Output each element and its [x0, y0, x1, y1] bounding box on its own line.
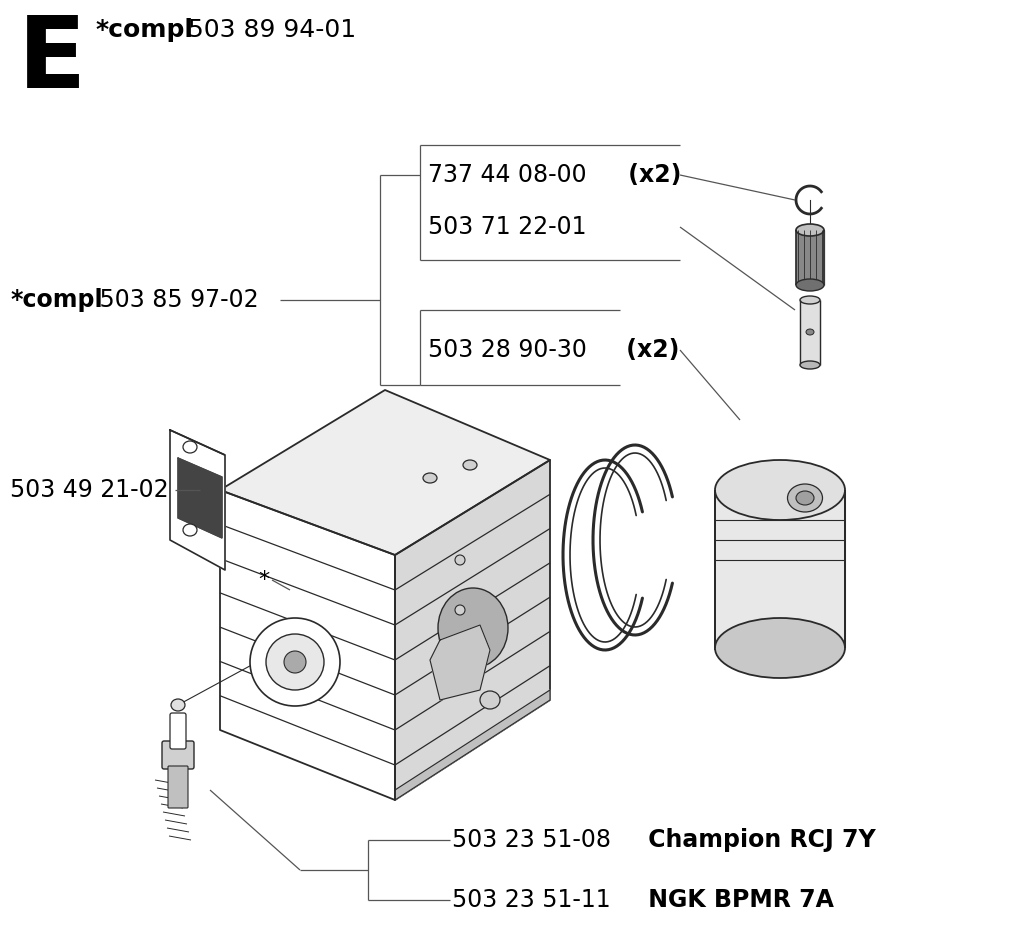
- Polygon shape: [170, 430, 225, 570]
- Text: 503 71 22-01: 503 71 22-01: [428, 215, 587, 239]
- Ellipse shape: [250, 618, 340, 706]
- Ellipse shape: [715, 618, 845, 678]
- Text: 503 23 51-08: 503 23 51-08: [452, 828, 611, 852]
- Ellipse shape: [438, 588, 508, 668]
- Ellipse shape: [715, 460, 845, 520]
- Ellipse shape: [787, 484, 822, 512]
- Text: 503 23 51-11: 503 23 51-11: [452, 888, 610, 912]
- Ellipse shape: [796, 224, 824, 236]
- Ellipse shape: [284, 651, 306, 673]
- FancyBboxPatch shape: [170, 713, 186, 749]
- Ellipse shape: [183, 441, 197, 453]
- Text: 737 44 08-00: 737 44 08-00: [428, 163, 587, 187]
- Text: *: *: [258, 570, 269, 590]
- Polygon shape: [800, 300, 820, 365]
- Text: 503 49 21-02: 503 49 21-02: [10, 478, 169, 502]
- Polygon shape: [220, 390, 550, 555]
- Ellipse shape: [796, 279, 824, 291]
- Text: 503 89 94-01: 503 89 94-01: [180, 18, 356, 42]
- Ellipse shape: [800, 296, 820, 304]
- Ellipse shape: [171, 699, 185, 711]
- Polygon shape: [395, 460, 550, 800]
- Text: E: E: [18, 12, 86, 109]
- Text: (x2): (x2): [618, 338, 679, 362]
- Polygon shape: [178, 458, 222, 538]
- Polygon shape: [220, 490, 395, 800]
- Text: (x2): (x2): [620, 163, 681, 187]
- Ellipse shape: [266, 634, 324, 690]
- Text: NGK BPMR 7A: NGK BPMR 7A: [640, 888, 834, 912]
- Ellipse shape: [183, 524, 197, 536]
- Text: *compl: *compl: [95, 18, 193, 42]
- Polygon shape: [796, 230, 824, 285]
- Text: Champion RCJ 7Y: Champion RCJ 7Y: [640, 828, 876, 852]
- Ellipse shape: [463, 460, 477, 470]
- FancyBboxPatch shape: [162, 741, 194, 769]
- Ellipse shape: [455, 605, 465, 615]
- Ellipse shape: [800, 361, 820, 369]
- Ellipse shape: [455, 555, 465, 565]
- Ellipse shape: [480, 691, 500, 709]
- Ellipse shape: [806, 329, 814, 335]
- Polygon shape: [395, 690, 550, 800]
- Ellipse shape: [796, 491, 814, 505]
- Polygon shape: [715, 490, 845, 648]
- Text: 503 85 97-02: 503 85 97-02: [92, 288, 259, 312]
- Text: *compl: *compl: [10, 288, 102, 312]
- Ellipse shape: [423, 473, 437, 483]
- Text: 503 28 90-30: 503 28 90-30: [428, 338, 587, 362]
- Polygon shape: [430, 625, 490, 700]
- FancyBboxPatch shape: [168, 766, 188, 808]
